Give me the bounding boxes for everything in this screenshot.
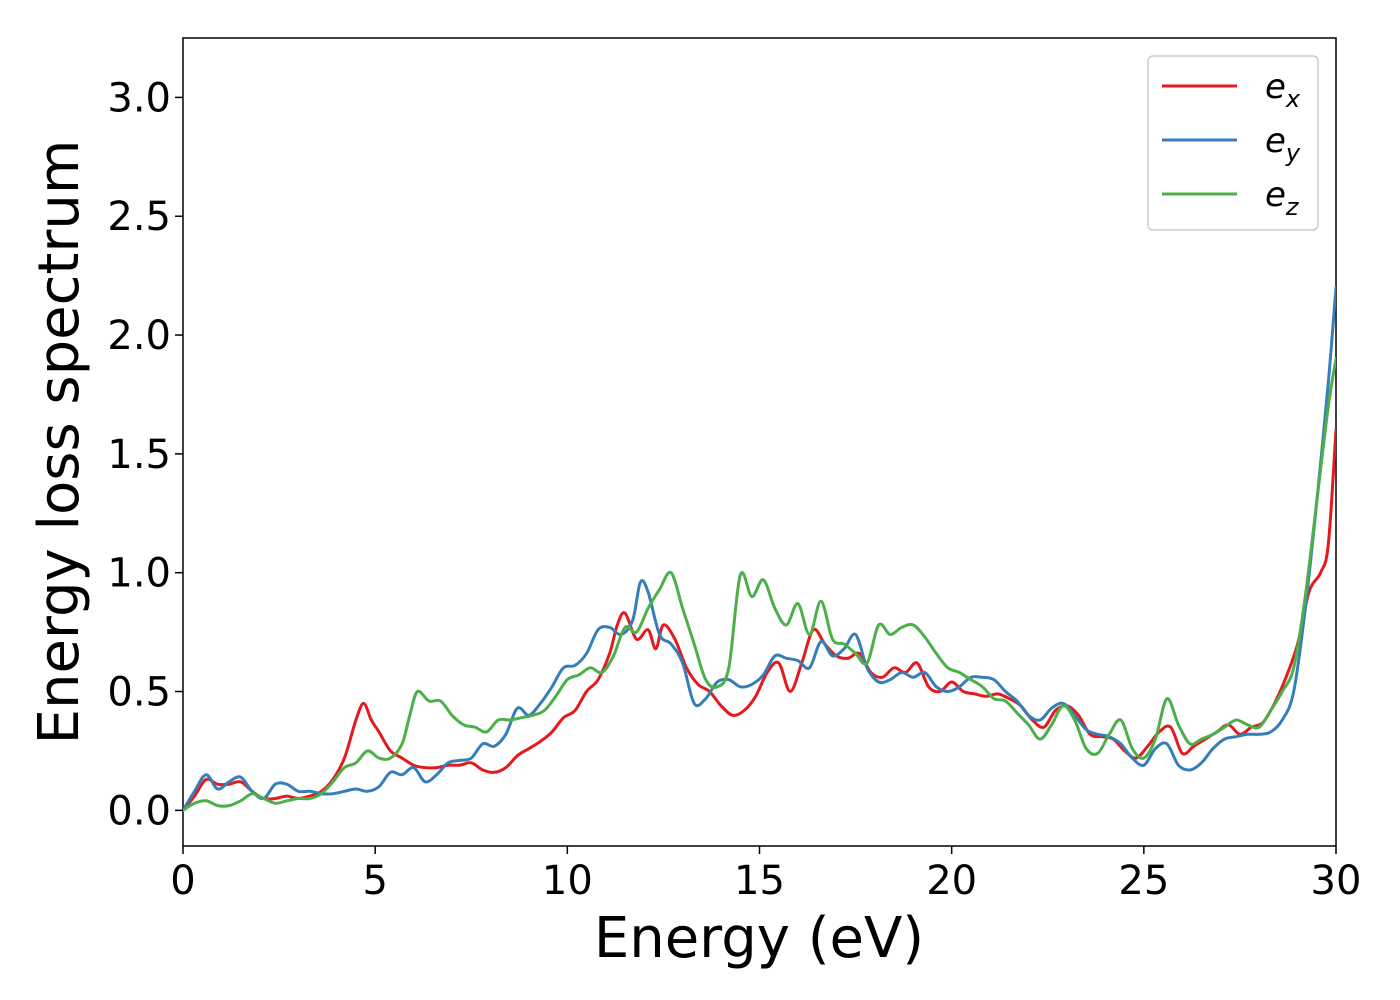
x-tick-label: 10 <box>542 858 593 904</box>
y-tick-label: 3.0 <box>107 75 171 121</box>
y-tick-label: 1.5 <box>107 432 171 478</box>
y-tick-label: 2.0 <box>107 313 171 359</box>
series-line-x <box>183 428 1336 812</box>
legend-label-y: ey <box>1265 121 1301 167</box>
series-layer <box>183 286 1336 812</box>
x-tick-label: 25 <box>1118 858 1169 904</box>
series-line-z <box>183 357 1336 812</box>
legend-label-subscript: x <box>1285 85 1301 113</box>
x-tick-label: 15 <box>734 858 785 904</box>
legend-label-x: ex <box>1265 67 1301 113</box>
legend-label-base: e <box>1265 67 1286 107</box>
y-tick-label: 1.0 <box>107 551 171 597</box>
legend-label-base: e <box>1265 121 1286 161</box>
x-tick-label: 30 <box>1311 858 1362 904</box>
series-line-y <box>183 286 1336 812</box>
legend-label-subscript: y <box>1285 139 1301 167</box>
legend-label-base: e <box>1265 175 1286 215</box>
x-axis-title: Energy (eV) <box>594 906 924 971</box>
y-tick-label: 0.0 <box>107 788 171 834</box>
y-tick-label: 2.5 <box>107 194 171 240</box>
legend-label-z: ez <box>1265 175 1300 221</box>
x-tick-label: 20 <box>926 858 977 904</box>
ticks-layer: 0 5 10 15 20 25 30 0.0 0.5 1.0 1.5 2.0 2.5 3.0 <box>107 75 1361 904</box>
y-axis-title: Energy loss spectrum <box>27 140 92 745</box>
y-tick-label: 0.5 <box>107 670 171 716</box>
x-tick-label: 0 <box>170 858 195 904</box>
x-tick-label: 5 <box>362 858 387 904</box>
legend-label-subscript: z <box>1285 193 1300 221</box>
legend-box <box>1147 55 1319 231</box>
